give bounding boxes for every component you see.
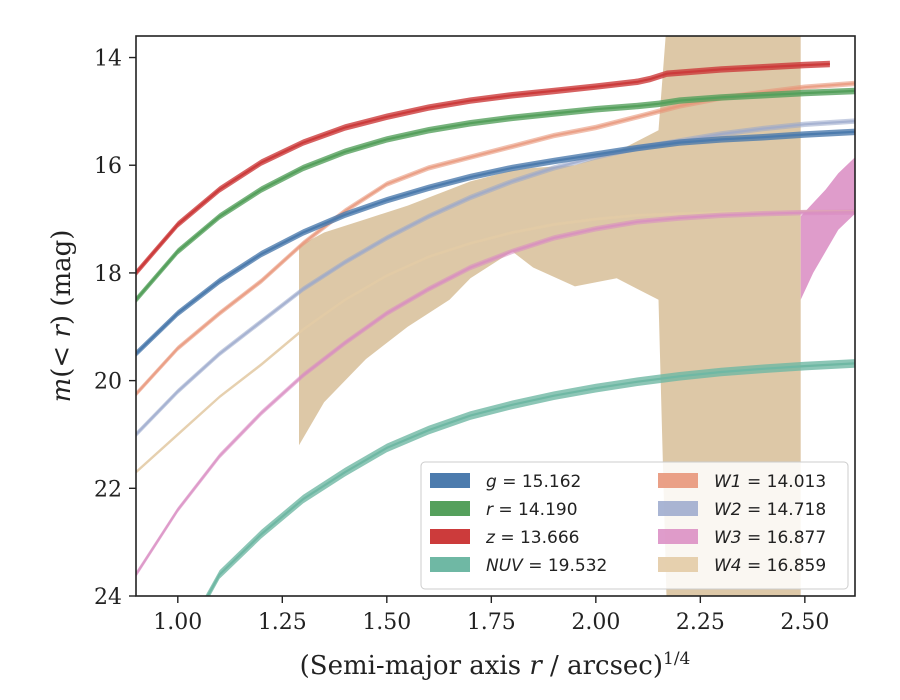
x-tick-label: 1.00 (153, 610, 202, 635)
legend-item-w4: W4 = 16.859 (658, 556, 826, 576)
x-tick-label: 1.75 (467, 610, 516, 635)
x-tick-label: 1.50 (362, 610, 411, 635)
x-tick-label: 2.00 (571, 610, 620, 635)
legend-label: z = 13.666 (485, 528, 579, 548)
legend-swatch (658, 529, 698, 544)
series-w3-line (136, 211, 855, 576)
series-w2 (136, 118, 855, 438)
series-r (136, 87, 855, 304)
series-w3 (136, 209, 855, 578)
series-g (136, 128, 855, 357)
series-z-line (136, 62, 830, 274)
legend-label: g = 15.162 (486, 472, 581, 492)
legend-frame (420, 461, 849, 590)
legend-label: W4 = 16.859 (714, 556, 826, 576)
y-tick-label: 18 (94, 262, 122, 287)
series-w2-line (136, 120, 855, 436)
legend-label: W3 = 16.877 (714, 528, 826, 548)
legend-swatch (430, 529, 470, 544)
x-tick-label: 2.25 (676, 610, 725, 635)
series-lines (136, 60, 855, 596)
y-tick-label: 20 (94, 370, 122, 395)
y-axis-label: m(< r) (mag) (47, 230, 77, 403)
series-nuv (205, 359, 855, 596)
legend-item-g: g = 15.162 (430, 472, 581, 492)
legend-label: r = 14.190 (486, 500, 578, 520)
series-z (136, 60, 830, 277)
legend-swatch (658, 501, 698, 516)
plot-frame (135, 35, 856, 597)
legend-label: W2 = 14.718 (714, 500, 826, 520)
legend-entries: g = 15.162 r = 14.190 z = 13.666 NUV = 19.5… (430, 472, 826, 576)
legend-item-z: z = 13.666 (430, 528, 579, 548)
x-tick-label: 1.25 (258, 610, 307, 635)
legend-label: W1 = 14.013 (714, 472, 826, 492)
W3-uncertainty-band (800, 157, 855, 300)
legend-swatch (430, 557, 470, 572)
legend-swatch (430, 473, 470, 488)
uncertainty-bands (299, 36, 855, 596)
legend-label: NUV = 19.532 (486, 556, 607, 576)
y-tick-label: 16 (94, 154, 122, 179)
y-axis-ticks: 14 16 18 20 22 24 (94, 47, 136, 610)
x-axis-ticks: 1.00 1.25 1.50 1.75 2.00 2.25 2.50 (153, 596, 829, 635)
legend-item-w3: W3 = 16.877 (658, 528, 826, 548)
legend: g = 15.162 r = 14.190 z = 13.666 NUV = 19.5… (420, 461, 849, 590)
y-tick-label: 24 (94, 585, 122, 610)
legend-item-r: r = 14.190 (430, 500, 578, 520)
legend-item-nuv: NUV = 19.532 (430, 556, 607, 576)
legend-swatch (430, 501, 470, 516)
series-g-line (136, 130, 855, 355)
legend-swatch (658, 557, 698, 572)
x-tick-label: 2.50 (780, 610, 829, 635)
y-tick-label: 22 (94, 477, 122, 502)
series-g-band (136, 128, 855, 357)
y-tick-label: 14 (94, 47, 122, 72)
legend-item-w1: W1 = 14.013 (658, 472, 826, 492)
series-nuv-line (206, 362, 855, 596)
legend-item-w2: W2 = 14.718 (658, 500, 826, 520)
W4-uncertainty-band (299, 36, 801, 596)
legend-swatch (658, 473, 698, 488)
series-r-line (136, 89, 855, 301)
x-axis-label: (Semi-major axis r / arcsec)1/4 (300, 649, 691, 681)
